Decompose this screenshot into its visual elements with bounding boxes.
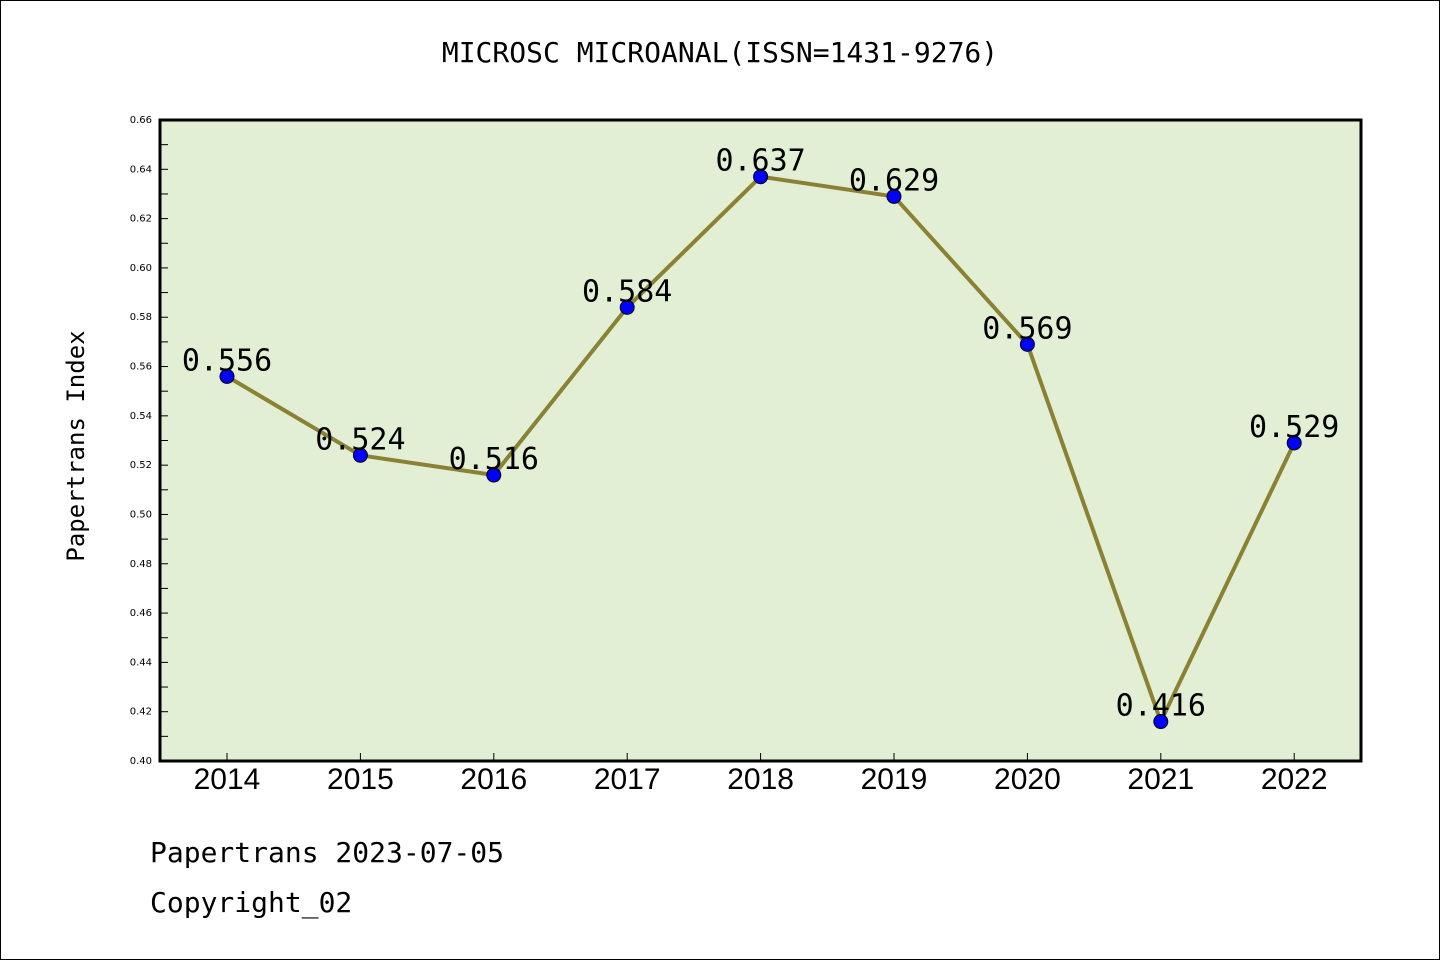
data-point bbox=[619, 299, 635, 315]
chart-title: MICROSC MICROANAL(ISSN=1431-9276) bbox=[441, 36, 999, 69]
data-label: 0.416 bbox=[1116, 689, 1206, 724]
y-axis: 0.40 0.42 0.44 0.46 0.48 0.50 0.52 0.54 0.56 0.58… bbox=[130, 115, 168, 767]
x-tick-label: 2021 bbox=[1127, 763, 1194, 796]
footer-copyright: Copyright_02 bbox=[150, 886, 353, 919]
data-label: 0.529 bbox=[1249, 410, 1339, 445]
y-tick-label: 0.54 bbox=[130, 411, 152, 422]
y-axis-label: Papertrans Index bbox=[62, 330, 90, 561]
data-label: 0.516 bbox=[449, 442, 539, 477]
y-tick-label: 0.40 bbox=[130, 756, 152, 767]
y-tick-label: 0.66 bbox=[130, 115, 152, 126]
data-point bbox=[486, 467, 502, 483]
x-tick-label: 2022 bbox=[1261, 763, 1328, 796]
series-markers bbox=[219, 169, 1302, 730]
y-tick-label: 0.62 bbox=[130, 214, 152, 225]
data-point bbox=[219, 368, 235, 384]
x-tick-label: 2017 bbox=[594, 763, 661, 796]
data-label: 0.524 bbox=[315, 422, 405, 457]
y-tick-label: 0.56 bbox=[130, 362, 152, 373]
data-label: 0.569 bbox=[982, 311, 1072, 346]
data-point bbox=[1019, 336, 1035, 352]
y-tick-label: 0.50 bbox=[130, 509, 152, 520]
data-labels: 0.556 0.524 0.516 0.584 0.637 0.629 0.569 0.416… bbox=[182, 144, 1340, 724]
data-point bbox=[1286, 435, 1302, 451]
plot-area bbox=[158, 118, 1363, 763]
x-axis: 2014 2015 2016 2017 2018 2019 2020 2021 2022 bbox=[194, 753, 1328, 796]
y-tick-label: 0.64 bbox=[130, 164, 152, 175]
y-tick-label: 0.52 bbox=[130, 460, 152, 471]
x-tick-label: 2014 bbox=[194, 763, 261, 796]
data-point bbox=[886, 188, 902, 204]
x-tick-label: 2015 bbox=[327, 763, 394, 796]
x-tick-label: 2019 bbox=[861, 763, 928, 796]
data-point bbox=[753, 169, 769, 185]
x-tick-label: 2018 bbox=[727, 763, 794, 796]
y-tick-label: 0.46 bbox=[130, 608, 152, 619]
data-label: 0.556 bbox=[182, 343, 272, 378]
x-tick-label: 2020 bbox=[994, 763, 1061, 796]
y-tick-label: 0.58 bbox=[130, 312, 152, 323]
data-label: 0.584 bbox=[582, 274, 672, 309]
y-tick-label: 0.44 bbox=[130, 657, 152, 668]
x-tick-label: 2016 bbox=[460, 763, 527, 796]
data-label: 0.629 bbox=[849, 163, 939, 198]
footer-date: Papertrans 2023-07-05 bbox=[150, 836, 505, 869]
data-point bbox=[352, 447, 368, 463]
data-label: 0.637 bbox=[715, 144, 805, 179]
y-tick-label: 0.60 bbox=[130, 263, 152, 274]
y-tick-label: 0.48 bbox=[130, 559, 152, 570]
data-point bbox=[1153, 714, 1169, 730]
y-tick-label: 0.42 bbox=[130, 707, 152, 718]
